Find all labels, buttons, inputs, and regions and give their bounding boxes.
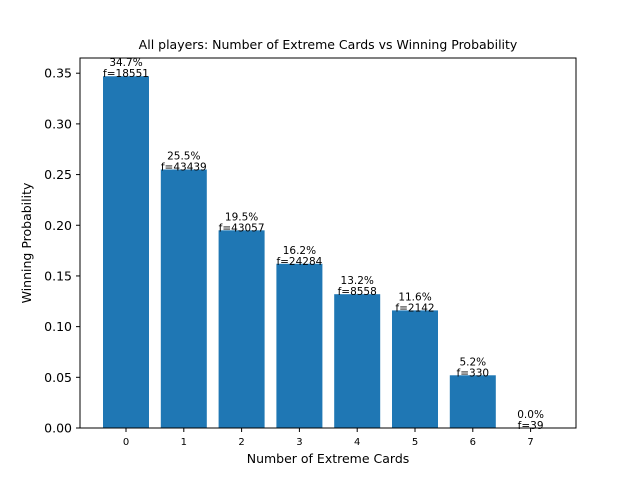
bar-6	[449, 375, 496, 428]
bar-label-percent-3: 16.2%	[283, 245, 316, 257]
bar-label-percent-0: 34.7%	[109, 57, 142, 69]
bar-2	[218, 230, 265, 428]
bar-label-frequency-5: f=2142	[395, 302, 434, 314]
bar-label-percent-4: 13.2%	[341, 275, 374, 287]
x-tick-label-1: 1	[181, 437, 187, 448]
bar-1	[160, 169, 207, 429]
bar-label-percent-1: 25.5%	[167, 151, 200, 163]
bar-label-frequency-0: f=18551	[103, 68, 149, 80]
x-axis-title: Number of Extreme Cards	[247, 451, 410, 466]
bar-label-percent-6: 5.2%	[459, 356, 486, 368]
y-tick-label-0.05: 0.05	[44, 370, 72, 385]
bar-label-percent-2: 19.5%	[225, 211, 258, 223]
y-tick-label-0.20: 0.20	[44, 218, 72, 233]
bar-4	[334, 294, 381, 428]
bar-5	[392, 310, 438, 428]
y-tick-label-0.35: 0.35	[44, 66, 72, 81]
x-tick-label-4: 4	[354, 437, 360, 448]
y-tick-label-0.15: 0.15	[44, 268, 72, 283]
x-tick-label-6: 6	[470, 437, 476, 448]
y-tick-label-0.10: 0.10	[44, 319, 72, 334]
bar-label-frequency-4: f=8558	[338, 286, 377, 298]
bar-label-frequency-7: f=39	[518, 420, 544, 432]
x-tick-label-3: 3	[296, 437, 302, 448]
y-tick-label-0.30: 0.30	[44, 116, 72, 131]
bars-layer	[103, 76, 496, 429]
x-axis: 0 1 2 3 4 5 6 7	[123, 428, 534, 448]
bar-label-frequency-2: f=43057	[219, 222, 265, 234]
y-tick-label-0.25: 0.25	[44, 167, 72, 182]
plot-frame	[79, 57, 577, 429]
chart-title: All players: Number of Extreme Cards vs …	[139, 37, 518, 52]
bar-label-percent-5: 11.6%	[398, 291, 431, 303]
bar-label-frequency-6: f=330	[457, 367, 490, 379]
bar-label-frequency-3: f=24284	[276, 256, 322, 268]
bar-0	[103, 76, 149, 428]
bar-label-percent-7: 0.0%	[517, 409, 544, 421]
x-tick-label-0: 0	[123, 437, 129, 448]
y-tick-label-0.00: 0.00	[44, 421, 72, 436]
bar-3	[276, 263, 323, 428]
x-tick-label-7: 7	[527, 437, 533, 448]
y-axis-title: Winning Probability	[19, 182, 34, 303]
bar-labels-layer: 34.7%f=18551 25.5%f=43439 19.5%f=43057 16.2…	[103, 57, 544, 432]
y-axis: 0.00 0.05 0.10 0.15 0.20 0.25 0.30 0.35	[44, 66, 80, 436]
bar-label-frequency-1: f=43439	[161, 162, 207, 174]
x-tick-label-2: 2	[238, 437, 244, 448]
x-tick-label-5: 5	[412, 437, 418, 448]
